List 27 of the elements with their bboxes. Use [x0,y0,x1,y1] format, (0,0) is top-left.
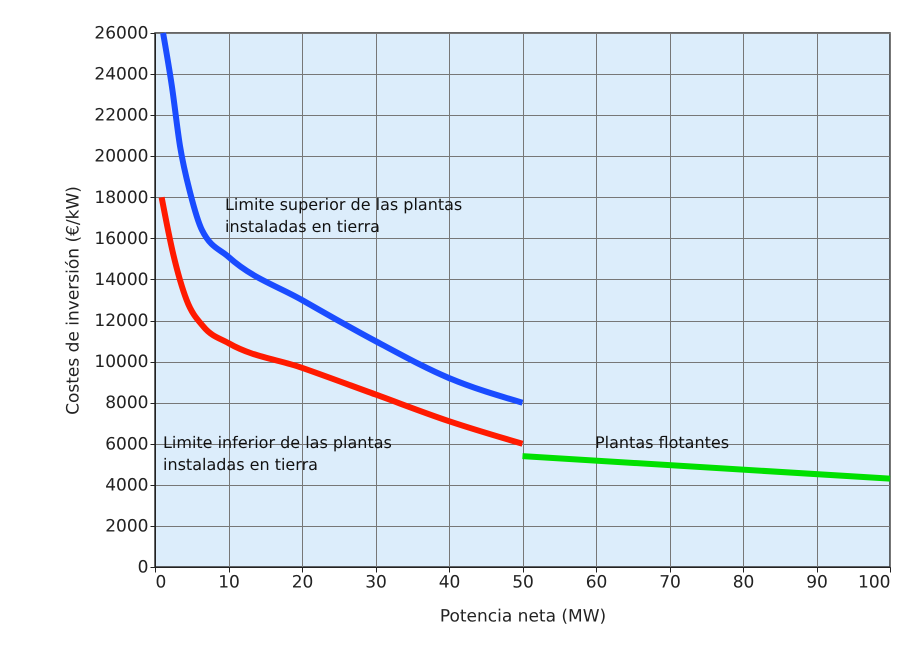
x-tick-label: 90 [806,572,828,592]
x-tick-label: 0 [156,572,166,592]
x-tick-label: 20 [292,572,314,592]
y-tick-label: 10000 [94,352,148,372]
y-tick-label: 14000 [94,270,148,290]
x-axis-title: Potencia neta (MW) [440,606,606,626]
y-tick-label: 2000 [105,516,148,536]
y-tick-label: 16000 [94,228,148,249]
y-tick-label: 4000 [105,475,148,496]
y-tick-label: 12000 [94,311,148,332]
y-axis-title: Costes de inversión (€/kW) [63,186,84,415]
x-tick-label: 70 [659,572,681,592]
y-tick-label: 0 [138,558,148,578]
y-tick-label: 8000 [105,393,148,414]
y-tick-label: 18000 [94,188,148,208]
x-tick-label: 50 [512,572,534,592]
x-tick-label: 100 [858,572,890,592]
x-tick-label: 60 [586,572,608,592]
y-tick-label: 24000 [94,64,148,85]
y-tick-label: 22000 [94,106,148,126]
y-tick-label: 20000 [94,146,148,167]
x-tick-label: 30 [365,572,387,592]
x-tick-label: 10 [218,572,240,592]
y-tick-label: 6000 [105,434,148,454]
x-tick-label: 40 [438,572,460,592]
x-tick-label: 80 [732,572,754,592]
y-tick-label: 26000 [94,24,148,44]
